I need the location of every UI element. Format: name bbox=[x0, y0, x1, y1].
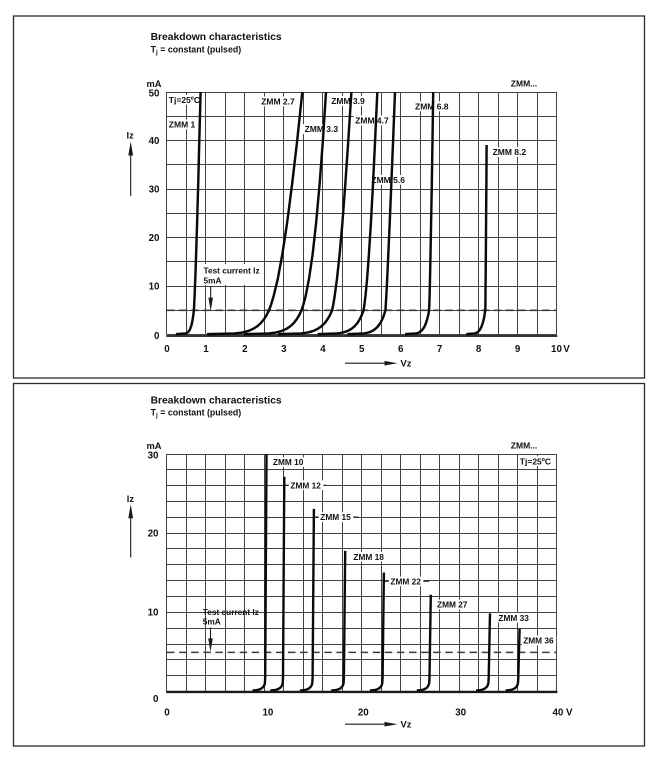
svg-text:4: 4 bbox=[320, 344, 326, 355]
svg-text:0: 0 bbox=[153, 694, 159, 705]
svg-text:mA: mA bbox=[147, 79, 162, 89]
svg-text:10: 10 bbox=[551, 344, 562, 355]
svg-text:ZMM 4.7: ZMM 4.7 bbox=[355, 116, 389, 126]
svg-text:Tj=25ºC: Tj=25ºC bbox=[169, 95, 200, 105]
svg-text:V: V bbox=[566, 707, 573, 718]
svg-text:0: 0 bbox=[154, 331, 160, 342]
svg-text:2: 2 bbox=[242, 344, 248, 355]
svg-text:30: 30 bbox=[148, 451, 159, 462]
svg-text:ZMM 33: ZMM 33 bbox=[498, 613, 529, 623]
svg-text:ZMM 36: ZMM 36 bbox=[523, 636, 554, 646]
svg-text:ZMM...: ZMM... bbox=[511, 440, 537, 450]
svg-text:30: 30 bbox=[455, 707, 466, 718]
svg-text:ZMM 27: ZMM 27 bbox=[437, 600, 468, 610]
svg-text:Tj=25ºC: Tj=25ºC bbox=[520, 456, 551, 466]
svg-text:30: 30 bbox=[149, 184, 160, 195]
svg-text:ZMM 3.3: ZMM 3.3 bbox=[305, 124, 339, 134]
svg-text:ZMM 22: ZMM 22 bbox=[390, 577, 421, 587]
svg-text:20: 20 bbox=[358, 707, 369, 718]
svg-text:ZMM 12: ZMM 12 bbox=[290, 480, 321, 490]
svg-text:Breakdown characteristics: Breakdown characteristics bbox=[151, 395, 282, 406]
svg-text:ZMM 3.9: ZMM 3.9 bbox=[331, 96, 365, 106]
svg-text:40: 40 bbox=[552, 707, 563, 718]
svg-text:20: 20 bbox=[149, 233, 160, 244]
svg-text:0: 0 bbox=[164, 707, 170, 718]
svg-text:5mA: 5mA bbox=[203, 617, 221, 627]
svg-text:5: 5 bbox=[359, 344, 365, 355]
svg-text:V: V bbox=[563, 344, 570, 355]
svg-text:Iz: Iz bbox=[127, 494, 135, 504]
svg-text:10: 10 bbox=[262, 707, 273, 718]
svg-text:1: 1 bbox=[203, 344, 209, 355]
svg-text:ZMM 15: ZMM 15 bbox=[320, 512, 351, 522]
svg-text:0: 0 bbox=[164, 344, 170, 355]
svg-text:ZMM...: ZMM... bbox=[511, 78, 537, 88]
svg-text:ZMM 18: ZMM 18 bbox=[353, 552, 384, 562]
svg-text:Iz: Iz bbox=[127, 131, 135, 141]
svg-text:ZMM 2.7: ZMM 2.7 bbox=[261, 97, 295, 107]
svg-text:Test current Iz: Test current Iz bbox=[204, 266, 260, 276]
svg-text:7: 7 bbox=[437, 344, 443, 355]
svg-text:9: 9 bbox=[515, 344, 521, 355]
svg-text:5mA: 5mA bbox=[204, 275, 222, 285]
svg-text:ZMM 8.2: ZMM 8.2 bbox=[493, 147, 527, 157]
svg-text:3: 3 bbox=[281, 344, 287, 355]
svg-text:mA: mA bbox=[147, 441, 162, 451]
svg-text:Vz: Vz bbox=[401, 720, 412, 730]
svg-text:ZMM 5.6: ZMM 5.6 bbox=[371, 175, 405, 185]
svg-text:8: 8 bbox=[476, 344, 482, 355]
svg-text:50: 50 bbox=[149, 89, 160, 100]
svg-text:Vz: Vz bbox=[401, 359, 412, 369]
svg-text:ZMM 1: ZMM 1 bbox=[169, 120, 196, 130]
svg-text:Tj = constant (pulsed): Tj = constant (pulsed) bbox=[151, 45, 242, 56]
svg-text:ZMM 10: ZMM 10 bbox=[273, 457, 304, 467]
svg-text:Breakdown characteristics: Breakdown characteristics bbox=[151, 32, 282, 43]
svg-text:Test current Iz: Test current Iz bbox=[203, 607, 259, 617]
svg-text:Tj = constant (pulsed): Tj = constant (pulsed) bbox=[151, 407, 242, 418]
svg-text:6: 6 bbox=[398, 344, 404, 355]
svg-text:10: 10 bbox=[148, 608, 159, 619]
svg-text:20: 20 bbox=[148, 529, 159, 540]
svg-text:40: 40 bbox=[149, 136, 160, 147]
svg-text:10: 10 bbox=[149, 282, 160, 293]
